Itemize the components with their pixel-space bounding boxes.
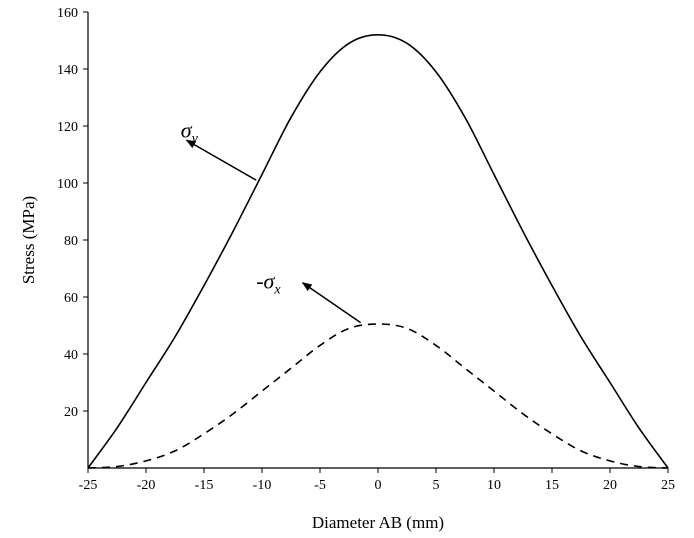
x-tick-label: 20 (603, 478, 617, 493)
series-line-0 (87, 33, 669, 469)
x-tick-label: 25 (661, 478, 675, 493)
x-tick-label: -15 (195, 478, 214, 493)
series-label-0: σy (181, 117, 199, 146)
x-tick-label: 0 (375, 478, 382, 493)
x-axis-title: Diameter AB (mm) (312, 513, 444, 532)
x-tick-label: 10 (487, 478, 501, 493)
series-label-symbol: -σ (256, 268, 275, 293)
y-tick-label: 20 (64, 405, 78, 420)
x-tick-label: -10 (253, 478, 272, 493)
x-tick-label: 5 (433, 478, 440, 493)
x-tick-label: -5 (314, 478, 326, 493)
y-tick-label: 80 (64, 234, 78, 249)
x-tick-label: -25 (79, 478, 98, 493)
series-label-symbol: σ (181, 117, 193, 142)
series-line-1 (87, 323, 669, 469)
series-layer (87, 33, 669, 469)
y-tick-label: 40 (64, 348, 78, 363)
y-tick-label: 60 (64, 291, 78, 306)
y-tick-label: 120 (57, 120, 78, 135)
annotation-layer: σy -σx (181, 117, 362, 324)
series-label-subscript: x (273, 282, 281, 297)
y-tick-label: 140 (57, 63, 78, 78)
y-tick-label: 100 (57, 177, 78, 192)
axes: -25 -20 -15 -10 -5 0 5 10 15 20 25 20 40 60 80 100 120 14… (57, 6, 675, 493)
y-axis-title: Stress (MPa) (19, 196, 38, 284)
y-tick-label: 160 (57, 6, 78, 21)
x-tick-label: 15 (545, 478, 559, 493)
series-label-subscript: y (190, 131, 199, 146)
annotation-arrow (301, 282, 362, 324)
annotation-arrow (185, 139, 257, 181)
x-tick-label: -20 (137, 478, 156, 493)
series-label-1: -σx (256, 268, 281, 297)
